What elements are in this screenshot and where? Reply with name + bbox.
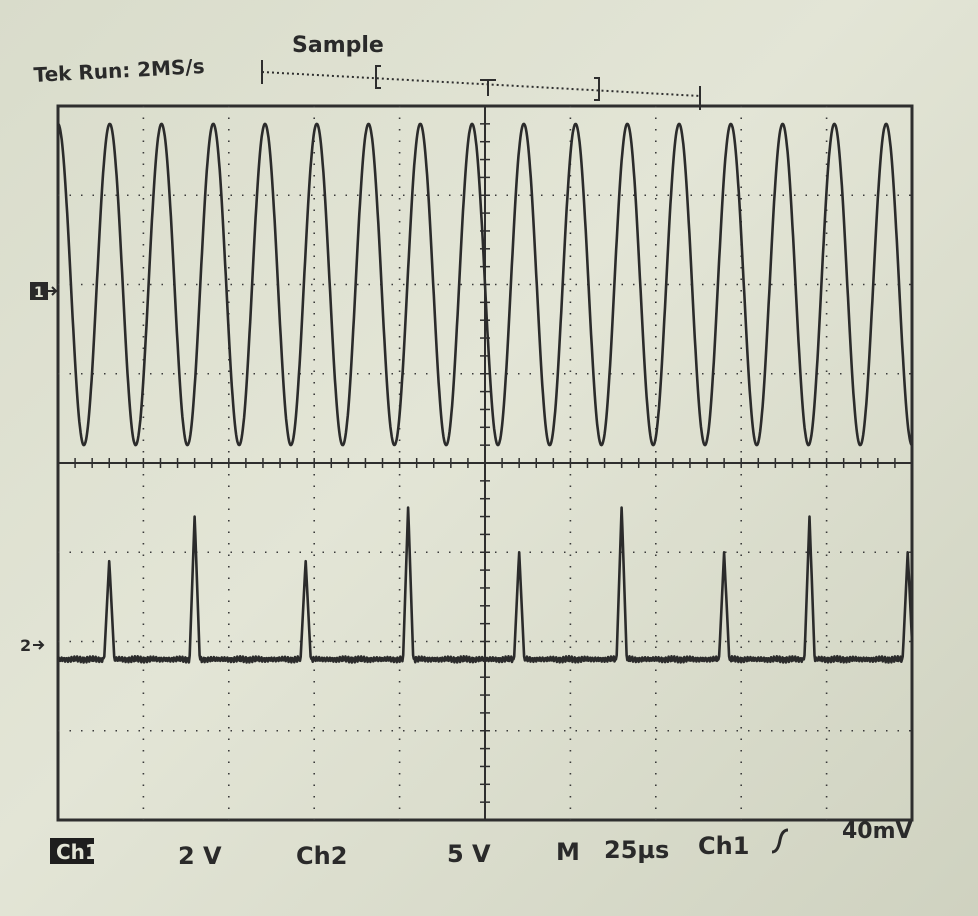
footer-readout: Ch1 2 V Ch2 5 V M 25µs Ch1 40mV: [50, 819, 913, 870]
status-readout: Tek Run: 2MS/s: [33, 54, 205, 87]
trigger-level: 40mV: [842, 819, 913, 844]
ch2-scale: 5 V: [447, 840, 491, 868]
ch1-scale: 2 V: [178, 842, 222, 870]
ch2-ground-marker: 2: [20, 636, 45, 655]
time-scale: 25µs: [604, 836, 669, 864]
graticule: [56, 104, 914, 822]
ch2-label: Ch2: [296, 842, 347, 870]
acquisition-mode: Sample: [292, 33, 384, 58]
record-bracket: [261, 60, 701, 110]
trigger-source: Ch1: [698, 832, 749, 860]
ch1-marker-label: 1: [34, 285, 44, 301]
ch1-label-box: [50, 838, 94, 864]
ch1-label: Ch1: [56, 840, 99, 864]
ch1-trace: [57, 122, 913, 447]
ch2-marker-label: 2: [20, 636, 31, 655]
time-label: M: [556, 838, 580, 866]
ch2-trace: [56, 506, 914, 664]
ch1-ground-marker: 1: [30, 282, 59, 301]
rising-edge-icon: [771, 828, 789, 854]
